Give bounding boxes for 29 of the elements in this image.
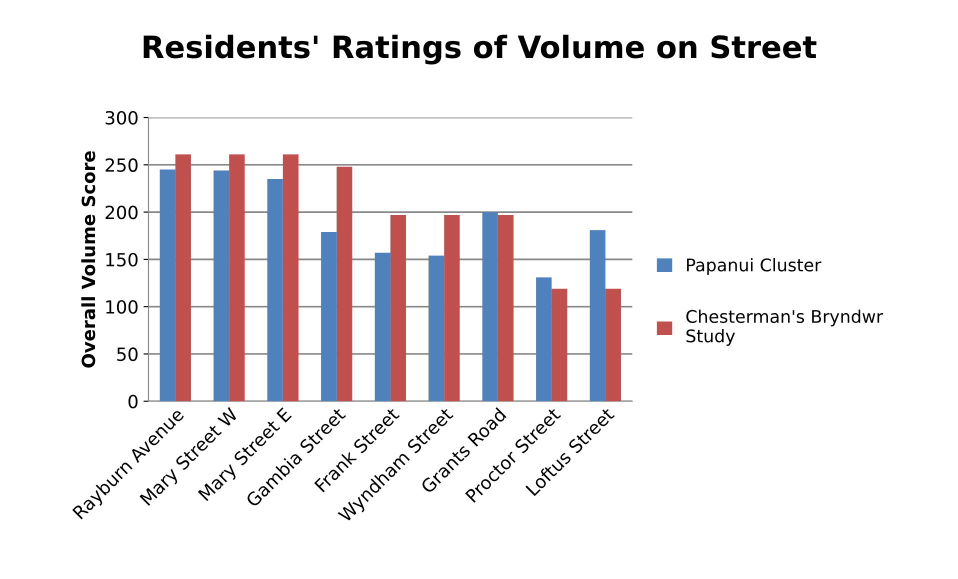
bar (590, 230, 606, 402)
bar (160, 170, 176, 402)
y-tick-label: 50 (117, 347, 138, 362)
y-axis-title: Overall Volume Score (81, 151, 96, 368)
chart-title: Residents' Ratings of Volume on Street (144, 34, 816, 65)
bar (498, 214, 514, 402)
bar (321, 232, 337, 402)
bar (229, 154, 245, 402)
bar (214, 170, 230, 402)
y-tick-label: 300 (106, 110, 138, 125)
bar (282, 154, 298, 402)
y-tick-label: 150 (106, 252, 138, 267)
y-tick-label: 100 (106, 300, 138, 314)
bar (336, 166, 352, 402)
bar (482, 212, 498, 402)
legend-label: Chesterman's Bryndwr Study (686, 310, 884, 346)
bar (390, 214, 406, 402)
legend-label: Papanui Cluster (687, 258, 822, 275)
bar (428, 256, 444, 402)
bar (374, 252, 390, 402)
y-tick-label: 200 (106, 206, 138, 220)
bar (267, 179, 283, 402)
y-tick-label: 0 (128, 394, 138, 408)
bar (605, 288, 621, 402)
bar (536, 277, 552, 402)
bar (175, 154, 191, 402)
y-tick-label: 250 (106, 158, 138, 172)
bar (552, 288, 568, 402)
bar (444, 214, 460, 402)
